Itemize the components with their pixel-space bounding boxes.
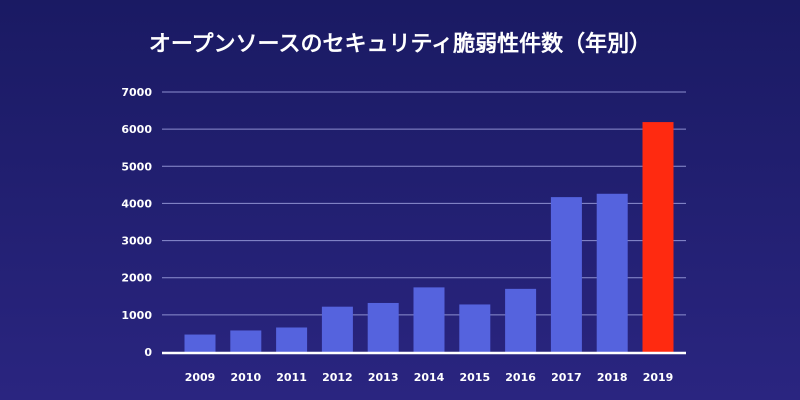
- bar-2016: [505, 288, 537, 352]
- x-tick-label: 2019: [643, 371, 674, 384]
- y-tick-label: 4000: [121, 197, 152, 210]
- y-tick-label: 0: [144, 346, 152, 359]
- x-tick-label: 2009: [185, 371, 216, 384]
- bar-2014: [413, 287, 445, 352]
- bar-2011: [276, 327, 308, 352]
- x-tick-label: 2018: [597, 371, 628, 384]
- y-tick-label: 5000: [121, 160, 152, 173]
- bar-2013: [367, 302, 399, 352]
- bar-2017: [550, 197, 582, 352]
- y-tick-label: 1000: [121, 309, 152, 322]
- x-tick-label: 2016: [505, 371, 536, 384]
- y-tick-label: 6000: [121, 123, 152, 136]
- x-tick-labels: 2009 2010 2011 2012 2013 2014 2015 2016 2017 2018…: [185, 371, 674, 384]
- x-tick-label: 2011: [276, 371, 307, 384]
- bar-2019: [642, 122, 674, 352]
- bar-2009: [184, 334, 216, 352]
- y-tick-label: 3000: [121, 235, 152, 248]
- bar-2010: [230, 330, 262, 352]
- y-tick-label: 7000: [121, 86, 152, 99]
- x-tick-label: 2010: [230, 371, 261, 384]
- y-tick-label: 2000: [121, 272, 152, 285]
- bar-2018: [596, 193, 628, 352]
- x-tick-label: 2017: [551, 371, 582, 384]
- gridlines: [162, 91, 686, 316]
- bar-2015: [459, 304, 491, 352]
- x-tick-label: 2013: [368, 371, 399, 384]
- y-tick-labels: 0 1000 2000 3000 4000 5000 6000 7000: [121, 86, 152, 359]
- bar-2012: [321, 306, 353, 352]
- chart-title: オープンソースのセキュリティ脆弱性件数（年別）: [148, 32, 652, 57]
- x-tick-label: 2012: [322, 371, 353, 384]
- x-tick-label: 2015: [459, 371, 490, 384]
- x-tick-label: 2014: [414, 371, 445, 384]
- bars: [184, 122, 674, 352]
